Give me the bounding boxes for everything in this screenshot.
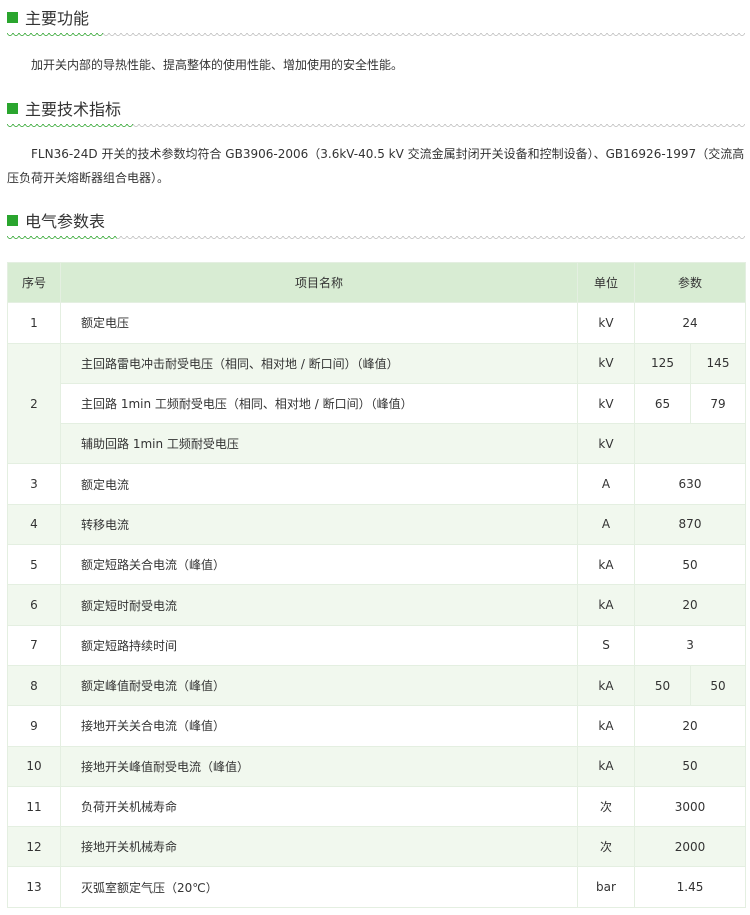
square-bullet-icon xyxy=(7,214,18,226)
cell-name: 额定短路关合电流（峰值） xyxy=(60,544,578,586)
cell-unit: kV xyxy=(577,382,635,425)
cell-value: 2000 xyxy=(633,826,747,868)
section-title: 主要技术指标 xyxy=(25,100,122,119)
table-row: 10 接地开关峰值耐受电流（峰值） kA 50 xyxy=(7,745,747,787)
table-row: 11 负荷开关机械寿命次 3000 xyxy=(7,785,747,828)
cell-name: 接地开关机械寿命 xyxy=(60,826,578,868)
table-row: 13 灭弧室额定气压（20℃） bar 1.45 xyxy=(7,866,747,908)
cell-no: 7 xyxy=(7,624,61,666)
cell-value: 145 xyxy=(689,342,747,384)
cell-name: 额定电压 xyxy=(60,302,578,344)
table-row: 4 转移电流 A 870 xyxy=(7,503,747,546)
table-row: 5 额定短路关合电流（峰值） kA 50 xyxy=(7,544,747,586)
table-row: 辅助回路 1min 工频耐受电压 kV xyxy=(8,423,747,465)
cell-unit: kA xyxy=(577,544,635,586)
cell-no: 10 xyxy=(7,745,61,787)
cell-name: 负荷开关机械寿命 xyxy=(60,785,578,828)
cell-unit: bar xyxy=(577,866,635,908)
cell-name: 辅助回路 1min 工频耐受电压 xyxy=(60,423,578,465)
cell-unit: kV xyxy=(577,342,635,384)
cell-no: 13 xyxy=(7,866,61,908)
cell-name: 灭弧室额定气压（20℃） xyxy=(60,866,578,908)
cell-unit: kA xyxy=(577,584,635,626)
cell-name: 接地开关峰值耐受电流（峰值） xyxy=(60,745,578,787)
table-row: 8 额定峰值耐受电流（峰值） kA 50 50 xyxy=(7,664,747,707)
table-row: 6 额定短时耐受电流 kA 20 xyxy=(7,584,747,626)
cell-value: 79 xyxy=(689,382,747,425)
table-row: 3 额定电流 A 630 xyxy=(7,463,747,505)
header-name: 项目名称 xyxy=(60,261,578,304)
section-tech-index: 主要技术指标 FLN36-24D 开关的技术参数均符合 GB3906-2006（… xyxy=(7,96,745,190)
cell-no: 9 xyxy=(7,705,61,747)
cell-name: 接地开关关合电流（峰值） xyxy=(60,705,578,747)
cell-no: 8 xyxy=(7,664,61,707)
cell-no: 11 xyxy=(7,785,61,828)
cell-value: 20 xyxy=(633,705,747,747)
section-electric-params: 电气参数表 xyxy=(7,208,745,242)
cell-value: 65 xyxy=(634,382,691,425)
params-table: 序号 项目名称 单位 参数 1 额定电压 kV 24 2 主回路雷电冲击耐受电压（相同、相… xyxy=(7,261,747,908)
square-bullet-icon xyxy=(7,11,18,23)
section-text: 加开关内部的导热性能、提高整体的使用性能、增加使用的安全性能。 xyxy=(31,58,404,72)
header-value: 参数 xyxy=(633,261,747,304)
cell-unit: S xyxy=(577,624,635,666)
table-row: 7 额定短路持续时间 S 3 xyxy=(7,624,747,666)
table-row: 9 接地开关关合电流（峰值） kA 20 xyxy=(7,705,747,747)
section-text: FLN36-24D 开关的技术参数均符合 GB3906-2006（3.6kV-4… xyxy=(7,147,745,185)
wave-divider xyxy=(7,236,745,242)
cell-value: 20 xyxy=(633,584,747,626)
cell-unit: kA xyxy=(577,745,635,787)
table-header-row: 序号 项目名称 单位 参数 xyxy=(7,261,747,304)
cell-no: 5 xyxy=(7,544,61,586)
cell-no: 12 xyxy=(7,826,61,868)
section-title: 电气参数表 xyxy=(25,212,106,231)
cell-value: 3000 xyxy=(633,785,747,828)
cell-unit: A xyxy=(577,503,635,546)
cell-no: 4 xyxy=(7,503,61,546)
cell-name: 额定短路持续时间 xyxy=(60,624,578,666)
cell-no: 6 xyxy=(7,584,61,626)
cell-value: 3 xyxy=(633,624,747,666)
cell-unit: kA xyxy=(577,705,635,747)
cell-unit: kV xyxy=(577,423,635,465)
cell-value: 50 xyxy=(633,745,747,787)
cell-name: 主回路雷电冲击耐受电压（相同、相对地 / 断口间）（峰值） xyxy=(60,342,578,384)
cell-value xyxy=(633,423,747,465)
cell-value: 1.45 xyxy=(633,866,747,908)
cell-unit: A xyxy=(577,463,635,505)
wave-divider xyxy=(7,124,745,130)
cell-name: 额定短时耐受电流 xyxy=(60,584,578,626)
cell-no: 2 xyxy=(7,342,61,465)
cell-name: 额定电流 xyxy=(60,463,578,505)
cell-unit: kV xyxy=(577,302,635,344)
cell-name: 转移电流 xyxy=(60,503,578,546)
header-unit: 单位 xyxy=(577,261,635,304)
cell-value: 125 xyxy=(634,342,691,384)
table-row: 2 主回路雷电冲击耐受电压（相同、相对地 / 断口间）（峰值） kV 125 145 xyxy=(7,342,747,465)
cell-value: 870 xyxy=(633,503,747,546)
cell-value: 50 xyxy=(689,664,747,707)
wave-divider xyxy=(7,33,745,39)
cell-unit: kA xyxy=(577,664,635,707)
square-bullet-icon xyxy=(7,102,18,114)
header-no: 序号 xyxy=(7,261,61,304)
cell-value: 24 xyxy=(633,302,747,344)
cell-unit: 次 xyxy=(577,785,635,828)
cell-value: 50 xyxy=(633,544,747,586)
cell-no: 1 xyxy=(7,302,61,344)
cell-no: 3 xyxy=(7,463,61,505)
table-row: 主回路 1min 工频耐受电压（相同、相对地 / 断口间）（峰值） kV 65 79 xyxy=(8,382,747,425)
cell-name: 主回路 1min 工频耐受电压（相同、相对地 / 断口间）（峰值） xyxy=(60,382,578,425)
cell-name: 额定峰值耐受电流（峰值） xyxy=(60,664,578,707)
cell-value: 50 xyxy=(634,664,691,707)
table-row: 1 额定电压 kV 24 xyxy=(7,302,747,344)
cell-value: 630 xyxy=(633,463,747,505)
table-row: 12 接地开关机械寿命次 2000 xyxy=(7,826,747,868)
section-main-function: 主要功能 加开关内部的导热性能、提高整体的使用性能、增加使用的安全性能。 xyxy=(7,5,745,77)
section-title: 主要功能 xyxy=(25,9,90,28)
cell-unit: 次 xyxy=(577,826,635,868)
